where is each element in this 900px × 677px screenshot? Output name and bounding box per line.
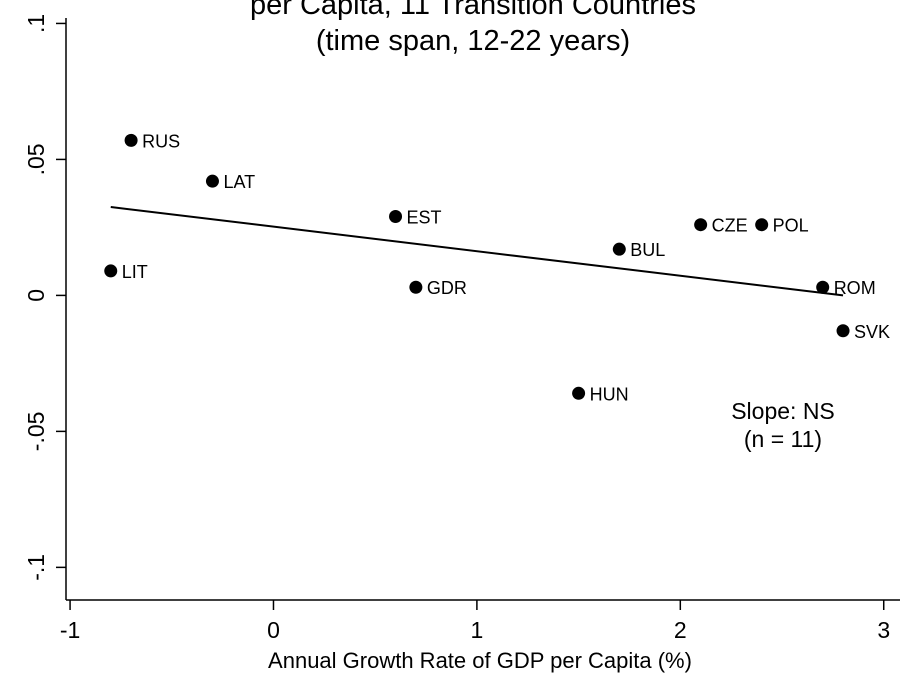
point-label-pol: POL [773, 216, 809, 236]
y-tick-label: .1 [23, 14, 49, 33]
slope-annotation-line-1: Slope: NS [731, 398, 835, 424]
point-label-svk: SVK [854, 322, 890, 342]
data-point-est [389, 210, 403, 224]
point-label-lit: LIT [122, 262, 148, 282]
axes [65, 18, 900, 601]
x-tick-label: 0 [267, 617, 280, 643]
y-tick-label: .05 [23, 143, 49, 175]
x-axis-label: Annual Growth Rate of GDP per Capita (%) [268, 648, 692, 673]
data-point-pol [755, 218, 769, 232]
y-tick-label: -.05 [23, 412, 49, 452]
point-label-rus: RUS [142, 131, 180, 151]
point-label-gdr: GDR [427, 278, 467, 298]
chart-title-line-2: (time span, 12-22 years) [316, 25, 630, 57]
data-point-rom [816, 280, 830, 294]
x-tick-label: 2 [674, 617, 687, 643]
x-tick-label: 3 [877, 617, 890, 643]
data-point-hun [572, 386, 586, 400]
x-axis-ticks: -1 0 1 2 3 [60, 600, 890, 643]
point-label-est: EST [407, 208, 442, 228]
y-tick-label: -.1 [23, 554, 49, 581]
point-label-bul: BUL [630, 240, 665, 260]
data-point-lit [104, 264, 118, 278]
data-point-svk [836, 324, 850, 338]
point-label-cze: CZE [712, 216, 748, 236]
data-point-cze [694, 218, 708, 232]
chart-title-line-1: per Capita, 11 Transition Countries [250, 0, 696, 21]
data-point-gdr [409, 280, 423, 294]
x-tick-label: -1 [60, 617, 80, 643]
regression-line [110, 206, 844, 297]
data-points: RUS LAT EST LIT GDR CZE POL BUL ROM SVK HUN [104, 131, 890, 404]
regression-line-group [110, 206, 844, 297]
y-tick-label: 0 [23, 289, 49, 302]
x-tick-label: 1 [470, 617, 483, 643]
y-axis-ticks: -.1 -.05 0 .05 .1 [23, 14, 66, 581]
point-label-lat: LAT [223, 172, 255, 192]
chart-title: per Capita, 11 Transition Countries (tim… [250, 0, 696, 57]
slope-annotation-line-2: (n = 11) [744, 426, 822, 452]
data-point-lat [205, 174, 219, 188]
slope-annotation: Slope: NS (n = 11) [731, 398, 835, 452]
point-label-rom: ROM [834, 278, 876, 298]
data-point-rus [124, 133, 138, 147]
data-point-bul [612, 242, 626, 256]
point-label-hun: HUN [590, 384, 629, 404]
